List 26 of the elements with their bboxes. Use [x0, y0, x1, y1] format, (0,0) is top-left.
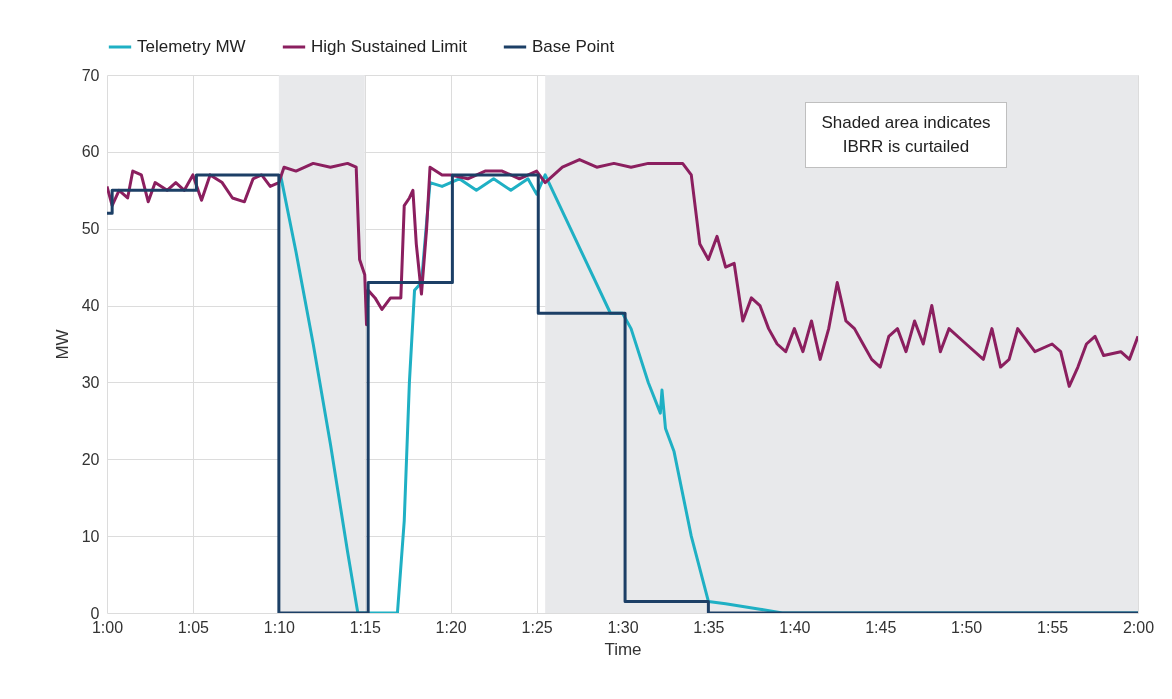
x-tick-label: 1:30 [607, 618, 639, 636]
x-tick-label: 1:20 [435, 618, 467, 636]
y-tick-label: 20 [81, 450, 100, 468]
y-tick-label: 60 [81, 143, 100, 161]
y-tick-label: 10 [81, 527, 100, 545]
annotation: Shaded area indicates IBRR is curtailed [805, 102, 1007, 168]
x-tick-label: 1:15 [349, 618, 381, 636]
x-tick-label: 1:50 [951, 618, 983, 636]
x-tick-label: 1:45 [865, 618, 897, 636]
legend-label: Base Point [532, 37, 615, 56]
y-tick-label: 70 [81, 66, 100, 84]
x-tick-label: 2:00 [1122, 618, 1155, 636]
x-tick-label: 1:35 [693, 618, 725, 636]
x-tick-label: 1:10 [263, 618, 296, 636]
x-tick-label: 1:05 [177, 618, 210, 636]
y-tick-label: 40 [81, 297, 100, 315]
legend-label: High Sustained Limit [311, 37, 468, 56]
legend-label: Telemetry MW [137, 37, 246, 56]
x-tick-label: 1:25 [521, 618, 553, 636]
y-tick-label: 30 [81, 373, 100, 391]
x-axis-title: Time [604, 639, 642, 659]
x-tick-label: 1:55 [1037, 618, 1069, 636]
line-series [107, 158, 1138, 388]
y-axis-title: MW [52, 329, 72, 360]
x-tick-label: 1:40 [779, 618, 811, 636]
y-tick-label: 50 [81, 220, 100, 238]
